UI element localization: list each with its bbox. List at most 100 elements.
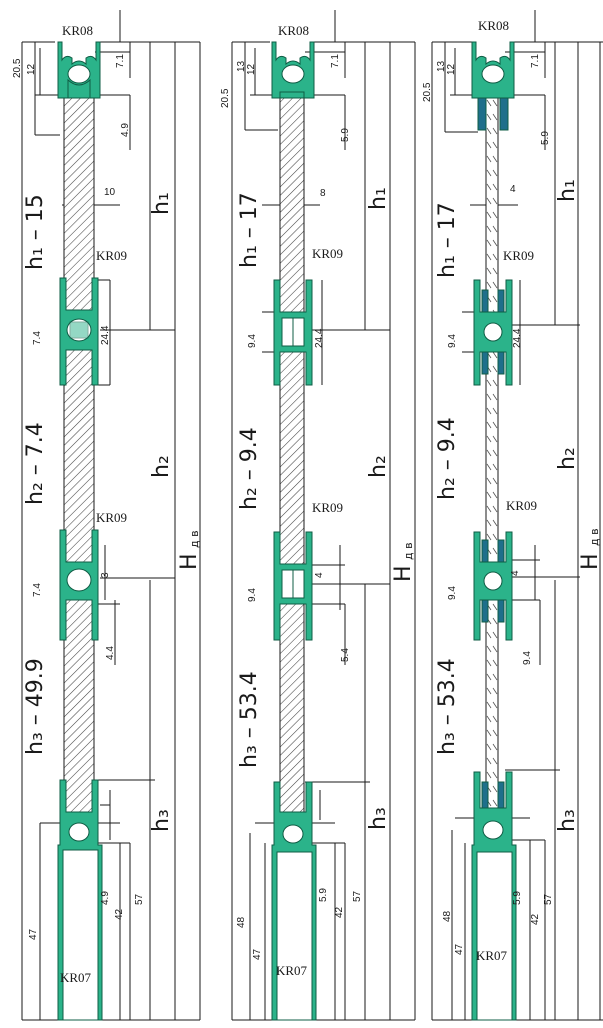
- dim-top-inner: 12: [246, 63, 257, 75]
- height-H: H: [391, 565, 416, 582]
- panel-infill: [279, 94, 305, 826]
- label-kr07: KR07: [276, 963, 308, 978]
- height-h1: h₁: [555, 179, 580, 202]
- assembly-column-1: KR08 KR09 KR09 KR07 h₁ – 15 h₂ – 7.4 h₃ …: [12, 10, 202, 1021]
- dim-infill: 8: [320, 188, 326, 199]
- label-kr08: KR08: [478, 18, 509, 33]
- dim-bottom-c: 57: [352, 890, 363, 902]
- dim-mid1-right: 24.4: [100, 325, 111, 345]
- formula-h2: h₂ – 9.4: [237, 427, 262, 510]
- dim-top-inner: 12: [446, 63, 457, 75]
- label-kr07: KR07: [476, 948, 508, 963]
- dim-mid2-right-a: 4: [314, 572, 325, 578]
- height-H-subscript: д в: [402, 542, 415, 560]
- label-kr09-upper: KR09: [96, 248, 127, 263]
- assembly-column-3: KR08 KR09 KR09 KR07 h₁ – 17 h₂ – 9.4 h₃ …: [422, 10, 603, 1021]
- dim-mid2-left: 9.4: [247, 588, 258, 602]
- profile-kr08: [57, 41, 101, 99]
- panel-glass: [485, 94, 499, 826]
- formula-h2: h₂ – 9.4: [435, 417, 460, 500]
- formula-h2: h₂ – 7.4: [23, 422, 48, 505]
- height-H-subscript: д в: [588, 528, 601, 546]
- formula-h1: h₁ – 17: [237, 192, 262, 268]
- formula-h3: h₃ – 53.4: [237, 671, 262, 768]
- dim-mid2-left: 9.4: [447, 586, 458, 600]
- label-kr08: KR08: [278, 23, 309, 38]
- dim-mid1-right: 24.4: [512, 328, 523, 348]
- label-kr09-lower: KR09: [312, 500, 343, 515]
- height-h3: h₃: [149, 809, 174, 832]
- dim-top-outer: 20.5: [12, 58, 23, 78]
- dim-top-right: 7.1: [330, 54, 341, 68]
- dim-bottom-left: 47: [28, 928, 39, 940]
- dim-top-lower: 5.9: [340, 128, 351, 142]
- label-kr07: KR07: [60, 970, 92, 985]
- dim-top-a: 13: [236, 60, 247, 72]
- height-h2: h₂: [149, 455, 174, 478]
- dim-mid1-left: 9.4: [247, 334, 258, 348]
- dim-top-outer: 20.5: [422, 82, 433, 102]
- label-kr09-upper: KR09: [503, 248, 534, 263]
- dim-mid2-right-b: 4.4: [105, 646, 116, 660]
- dim-top-right: 7.1: [530, 54, 541, 68]
- height-H: H: [578, 553, 603, 570]
- assembly-column-2: KR08 KR09 KR09 KR07 h₁ – 17 h₂ – 9.4 h₃ …: [220, 10, 416, 1021]
- dim-mid1-left: 7.4: [32, 331, 43, 345]
- height-h2: h₂: [366, 455, 391, 478]
- profile-kr09-upper: [473, 279, 513, 386]
- label-kr09-upper: KR09: [312, 246, 343, 261]
- dim-top-outer: 20.5: [220, 88, 231, 108]
- dim-bottom-a: 5.9: [512, 891, 523, 905]
- dim-infill: 4: [510, 184, 516, 195]
- dim-bottom-left-a: 48: [236, 916, 247, 928]
- dim-mid2-left: 7.4: [32, 583, 43, 597]
- dim-bottom-a: 5.9: [318, 888, 329, 902]
- profile-kr09-lower: [59, 529, 99, 641]
- profile-kr09-lower: [273, 531, 313, 641]
- dim-mid1-right: 24.4: [314, 328, 325, 348]
- dim-bottom-b: 42: [530, 913, 541, 925]
- height-h2: h₂: [555, 447, 580, 470]
- label-kr08: KR08: [62, 23, 93, 38]
- height-h1: h₁: [366, 187, 391, 210]
- dim-bottom-a: 4.9: [100, 891, 111, 905]
- dim-bottom-left-b: 47: [454, 943, 465, 955]
- label-kr09-lower: KR09: [96, 510, 127, 525]
- dim-top-inner: 12: [26, 63, 37, 75]
- dim-bottom-left-a: 48: [442, 910, 453, 922]
- profile-kr08: [271, 41, 315, 99]
- frame-lines: [231, 10, 416, 1021]
- profile-kr07: [57, 779, 103, 1021]
- dim-bottom-c: 57: [134, 893, 145, 905]
- dim-bottom-b: 42: [114, 908, 125, 920]
- formula-h1: h₁ – 15: [23, 194, 48, 270]
- formula-h3: h₃ – 49.9: [23, 658, 48, 755]
- profile-kr07: [271, 781, 317, 1021]
- height-h3: h₃: [366, 807, 391, 830]
- formula-h3: h₃ – 53.4: [435, 658, 460, 755]
- dim-bottom-b: 42: [334, 906, 345, 918]
- dim-mid1-left: 9.4: [447, 334, 458, 348]
- profile-kr09-lower: [473, 531, 513, 641]
- profile-kr09-upper: [273, 279, 313, 386]
- dim-top-right: 7.1: [115, 54, 126, 68]
- height-H: H: [177, 553, 202, 570]
- dim-mid2-right-a: 3: [100, 572, 111, 578]
- formula-h1: h₁ – 17: [435, 202, 460, 278]
- height-h1: h₁: [149, 192, 174, 215]
- dim-top-a: 13: [436, 60, 447, 72]
- dim-mid2-right-b: 5.4: [340, 648, 351, 662]
- dim-bottom-left-b: 47: [252, 948, 263, 960]
- dim-infill: 10: [104, 187, 116, 198]
- frame-lines: [431, 10, 603, 1021]
- panel-infill: [63, 94, 95, 826]
- profile-kr09-upper: [59, 277, 99, 386]
- profile-kr08: [471, 41, 515, 131]
- frame-lines: [21, 10, 201, 1021]
- dim-mid2-right-a: 4: [510, 570, 521, 576]
- dim-mid2-right-b: 9.4: [522, 651, 533, 665]
- profile-kr07: [471, 771, 517, 1021]
- height-H-subscript: д в: [188, 530, 201, 548]
- label-kr09-lower: KR09: [506, 498, 537, 513]
